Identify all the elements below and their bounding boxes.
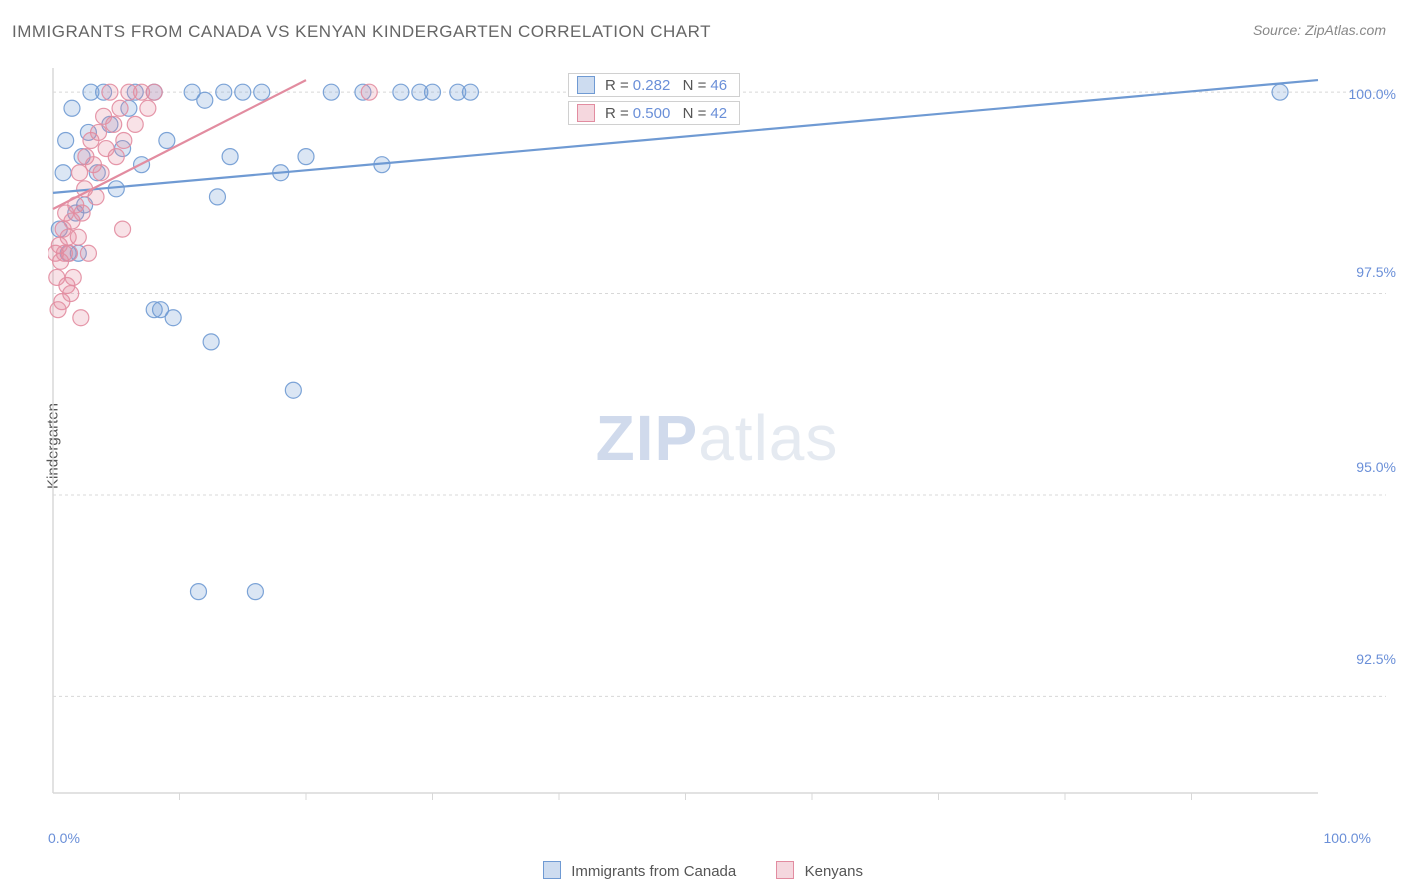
- stats-swatch-canada: [577, 76, 595, 94]
- stats-swatch-kenya: [577, 104, 595, 122]
- scatter-point: [146, 302, 162, 318]
- plot-area: ZIPatlas R = 0.282 N = 46 R = 0.500 N = …: [48, 63, 1386, 813]
- legend-label: Kenyans: [805, 863, 863, 880]
- scatter-point: [254, 84, 270, 100]
- scatter-point: [58, 133, 74, 149]
- legend-swatch-canada: [543, 861, 561, 879]
- scatter-point: [116, 133, 132, 149]
- scatter-point: [65, 269, 81, 285]
- legend-item-canada: Immigrants from Canada: [543, 861, 736, 880]
- scatter-point: [55, 165, 71, 181]
- xtick-label-left: 0.0%: [48, 830, 80, 846]
- scatter-point: [80, 245, 96, 261]
- scatter-point: [73, 310, 89, 326]
- scatter-point: [361, 84, 377, 100]
- scatter-point: [247, 584, 263, 600]
- stats-r-label: R =: [605, 77, 629, 94]
- scatter-point: [127, 116, 143, 132]
- legend-label: Immigrants from Canada: [571, 863, 736, 880]
- scatter-point: [298, 149, 314, 165]
- scatter-point: [235, 84, 251, 100]
- ytick-label: 92.5%: [1356, 651, 1396, 667]
- scatter-point: [165, 310, 181, 326]
- scatter-point: [197, 92, 213, 108]
- ytick-label: 100.0%: [1349, 86, 1396, 102]
- scatter-point: [108, 181, 124, 197]
- stats-r-value: 0.500: [633, 105, 671, 122]
- scatter-point: [72, 165, 88, 181]
- scatter-point: [91, 124, 107, 140]
- stats-box-canada: R = 0.282 N = 46: [568, 73, 740, 97]
- legend-swatch-kenya: [776, 861, 794, 879]
- scatter-point: [88, 189, 104, 205]
- stats-box-kenya: R = 0.500 N = 42: [568, 101, 740, 125]
- stats-n-label: N =: [683, 105, 707, 122]
- scatter-point: [64, 100, 80, 116]
- scatter-point: [393, 84, 409, 100]
- ytick-label: 97.5%: [1356, 264, 1396, 280]
- scatter-point: [216, 84, 232, 100]
- scatter-point: [462, 84, 478, 100]
- stats-n-value: 46: [710, 77, 727, 94]
- scatter-point: [106, 116, 122, 132]
- ytick-label: 95.0%: [1356, 459, 1396, 475]
- scatter-point: [203, 334, 219, 350]
- stats-n-label: N =: [683, 77, 707, 94]
- scatter-point: [48, 245, 64, 261]
- scatter-point: [190, 584, 206, 600]
- scatter-point: [93, 165, 109, 181]
- scatter-point: [159, 133, 175, 149]
- stats-r-label: R =: [605, 105, 629, 122]
- xtick-label-right: 100.0%: [1324, 830, 1371, 846]
- scatter-point: [323, 84, 339, 100]
- scatter-point: [74, 205, 90, 221]
- stats-r-value: 0.282: [633, 77, 671, 94]
- scatter-point: [146, 84, 162, 100]
- scatter-point: [222, 149, 238, 165]
- scatter-point: [108, 149, 124, 165]
- legend-item-kenya: Kenyans: [776, 861, 863, 880]
- chart-title: IMMIGRANTS FROM CANADA VS KENYAN KINDERG…: [12, 22, 711, 42]
- scatter-point: [285, 382, 301, 398]
- scatter-point: [63, 286, 79, 302]
- bottom-legend: Immigrants from Canada Kenyans: [0, 861, 1406, 880]
- scatter-point: [102, 84, 118, 100]
- stats-n-value: 42: [710, 105, 727, 122]
- scatter-point: [1272, 84, 1288, 100]
- scatter-point: [140, 100, 156, 116]
- scatter-point: [70, 229, 86, 245]
- scatter-point: [209, 189, 225, 205]
- scatter-point: [112, 100, 128, 116]
- scatter-point: [115, 221, 131, 237]
- scatter-point: [425, 84, 441, 100]
- chart-source: Source: ZipAtlas.com: [1253, 22, 1386, 38]
- scatter-svg: [48, 63, 1386, 813]
